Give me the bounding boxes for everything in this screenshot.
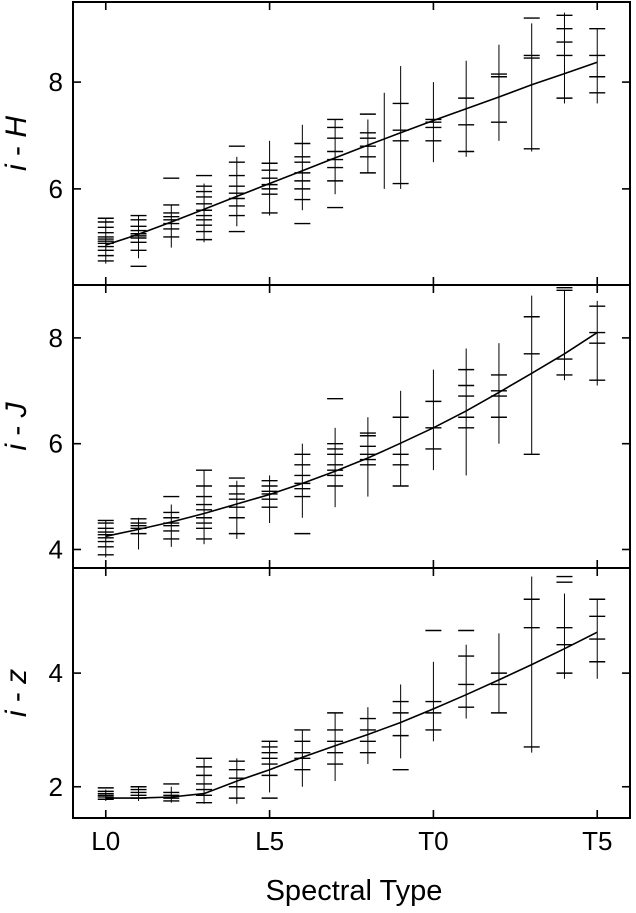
fit-line bbox=[105, 631, 598, 799]
y-tick-label: 8 bbox=[49, 67, 63, 97]
fit-line bbox=[105, 331, 598, 538]
y-tick-label: 4 bbox=[49, 658, 63, 688]
y-axis-label-color: H bbox=[0, 116, 33, 138]
y-axis-label: i - H bbox=[0, 116, 33, 171]
y-axis-label-color: J bbox=[0, 401, 33, 418]
panel-i-z: 2 4 i - z bbox=[0, 567, 631, 819]
shared-x-axis: L0 L5 T0 T5 bbox=[91, 826, 612, 856]
y-axis-label: i - z bbox=[0, 669, 33, 717]
y-axis-label-sep: - bbox=[0, 417, 33, 444]
y-axis-label-main: i bbox=[0, 443, 33, 451]
x-tick-label: L5 bbox=[255, 826, 284, 856]
fit-line bbox=[105, 61, 598, 246]
y-axis-label-color: z bbox=[0, 669, 33, 685]
panel-i-j: 4 6 8 i - J bbox=[0, 284, 631, 569]
x-tick-label: T0 bbox=[418, 826, 448, 856]
y-axis-label-sep: - bbox=[0, 684, 33, 711]
y-tick-label: 8 bbox=[49, 323, 63, 353]
plot-frame bbox=[72, 1, 631, 286]
y-tick-label: 6 bbox=[49, 174, 63, 204]
x-tick-label: T5 bbox=[582, 826, 612, 856]
y-axis-label-main: i bbox=[0, 163, 33, 171]
y-tick-label: 4 bbox=[49, 534, 63, 564]
x-tick-label: L0 bbox=[91, 826, 120, 856]
x-axis-label: Spectral Type bbox=[266, 875, 443, 907]
y-axis-label-main: i bbox=[0, 709, 33, 717]
panel-i-h: 6 8 i - H bbox=[0, 1, 631, 286]
y-axis-label-sep: - bbox=[0, 138, 33, 165]
y-axis-label: i - J bbox=[0, 401, 33, 450]
y-tick-label: 6 bbox=[49, 429, 63, 459]
plot-frame bbox=[72, 567, 631, 819]
y-tick-label: 2 bbox=[49, 772, 63, 802]
